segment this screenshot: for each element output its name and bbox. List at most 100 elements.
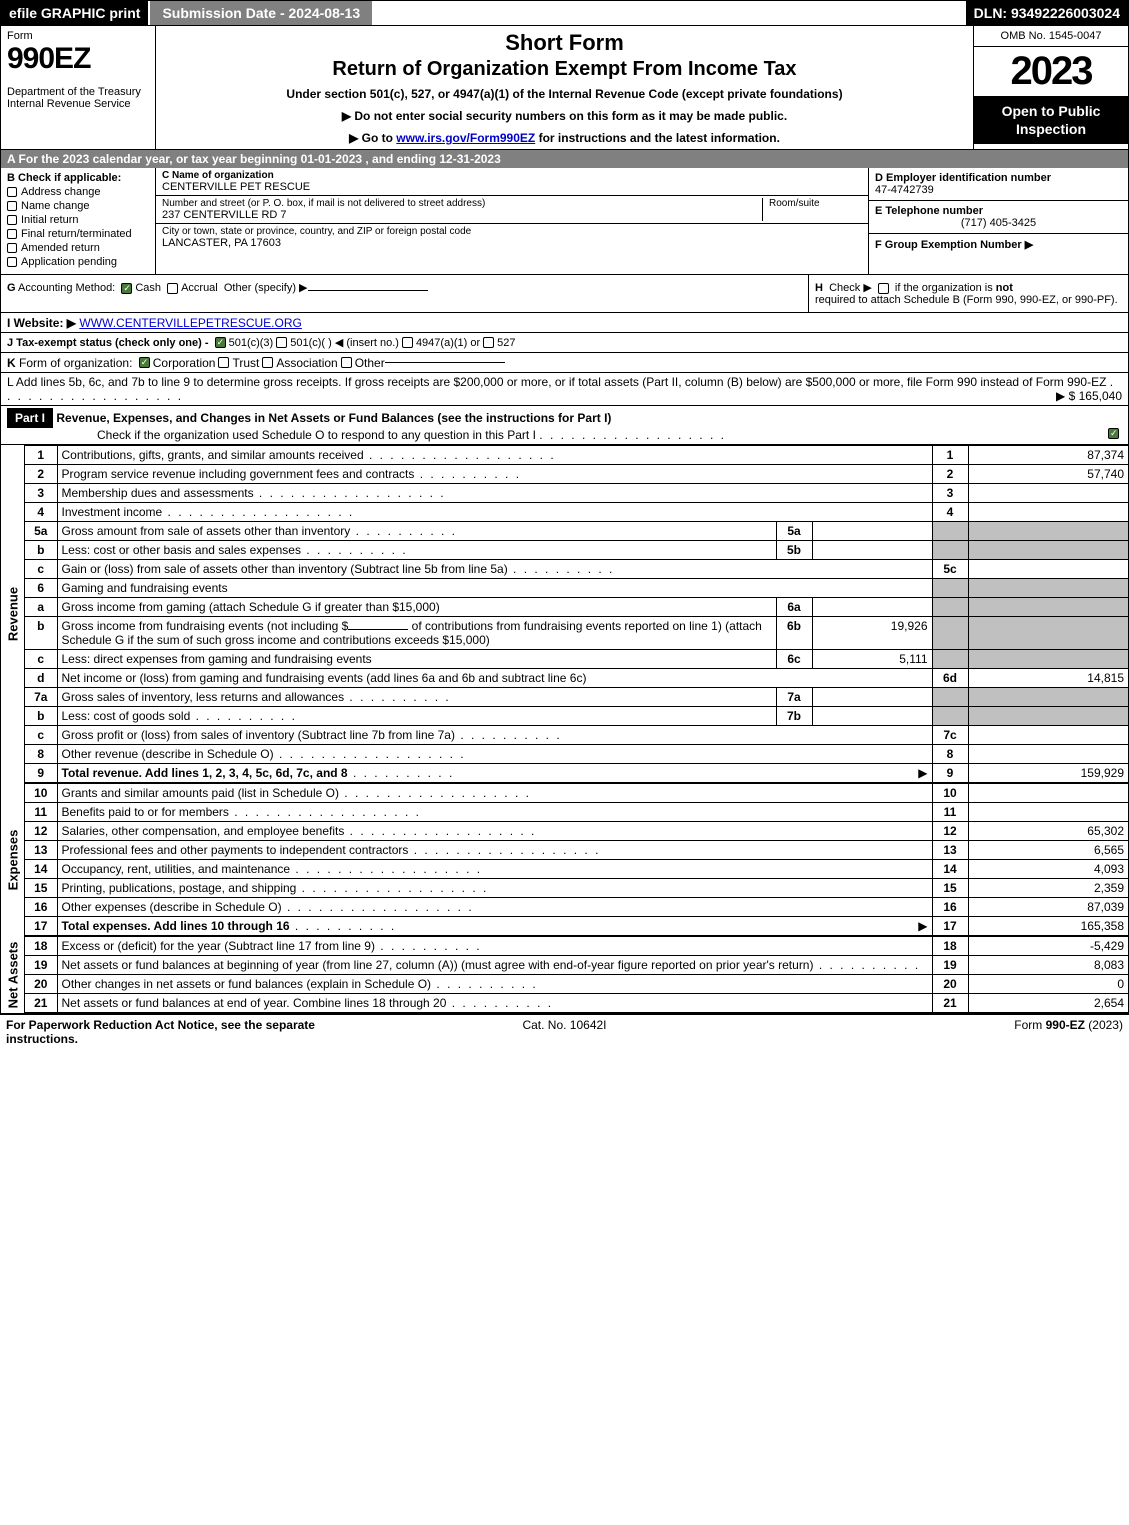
line-4: 4Investment income4 — [25, 503, 1128, 522]
city-state-zip: LANCASTER, PA 17603 — [162, 237, 862, 249]
subtitle: Under section 501(c), 527, or 4947(a)(1)… — [162, 87, 967, 101]
inst2-post: for instructions and the latest informat… — [535, 131, 780, 145]
irs-link[interactable]: www.irs.gov/Form990EZ — [396, 131, 535, 145]
row-g-h: G Accounting Method: Cash Accrual Other … — [1, 275, 1128, 313]
opt-final-return[interactable]: Final return/terminated — [7, 228, 149, 240]
form-header: Form 990EZ Department of the Treasury In… — [1, 26, 1128, 150]
chk-cash[interactable] — [121, 283, 132, 294]
chk-527[interactable] — [483, 337, 494, 348]
l-amount: ▶ $ 165,040 — [1056, 389, 1122, 403]
line-14: 14Occupancy, rent, utilities, and mainte… — [25, 860, 1128, 879]
line-1: 1Contributions, gifts, grants, and simil… — [25, 446, 1128, 465]
open-inspection: Open to Public Inspection — [974, 96, 1128, 144]
chk-schedule-o[interactable] — [1108, 428, 1119, 439]
line-5c: cGain or (loss) from sale of assets othe… — [25, 560, 1128, 579]
city-label: City or town, state or province, country… — [162, 226, 862, 237]
instruction-2: ▶ Go to www.irs.gov/Form990EZ for instru… — [162, 131, 967, 145]
header-mid: Short Form Return of Organization Exempt… — [156, 26, 973, 149]
chk-501c[interactable] — [276, 337, 287, 348]
opt-amended-return[interactable]: Amended return — [7, 242, 149, 254]
row-i: I Website: ▶ WWW.CENTERVILLEPETRESCUE.OR… — [1, 313, 1128, 333]
header-right: OMB No. 1545-0047 2023 Open to Public In… — [973, 26, 1128, 149]
chk-trust[interactable] — [218, 357, 229, 368]
line-11: 11Benefits paid to or for members11 — [25, 803, 1128, 822]
line-17: 17Total expenses. Add lines 10 through 1… — [25, 917, 1128, 936]
chk-501c3[interactable] — [215, 337, 226, 348]
line-15: 15Printing, publications, postage, and s… — [25, 879, 1128, 898]
row-j: J Tax-exempt status (check only one) - 5… — [1, 333, 1128, 353]
submission-date: Submission Date - 2024-08-13 — [148, 1, 372, 25]
inst2-pre: ▶ Go to — [349, 131, 396, 145]
expenses-sidebar: Expenses — [1, 783, 25, 936]
line-7c: cGross profit or (loss) from sales of in… — [25, 726, 1128, 745]
website-link[interactable]: WWW.CENTERVILLEPETRESCUE.ORG — [79, 316, 301, 330]
instruction-1: ▶ Do not enter social security numbers o… — [162, 109, 967, 123]
footer-right: Form 990-EZ (2023) — [751, 1018, 1123, 1046]
org-name-row: C Name of organization CENTERVILLE PET R… — [156, 168, 868, 196]
row-k: K Form of organization: Corporation Trus… — [1, 353, 1128, 373]
g-label: G — [7, 282, 16, 294]
line-8: 8Other revenue (describe in Schedule O)8 — [25, 745, 1128, 764]
box-c: C Name of organization CENTERVILLE PET R… — [156, 168, 868, 274]
line-3: 3Membership dues and assessments3 — [25, 484, 1128, 503]
line-20: 20Other changes in net assets or fund ba… — [25, 975, 1128, 994]
addr-label: Number and street (or P. O. box, if mail… — [162, 198, 762, 209]
line-16: 16Other expenses (describe in Schedule O… — [25, 898, 1128, 917]
street-address: 237 CENTERVILLE RD 7 — [162, 209, 762, 221]
footer-left: For Paperwork Reduction Act Notice, see … — [6, 1018, 378, 1046]
ein-value: 47-4742739 — [875, 184, 1122, 196]
line-5b: bLess: cost or other basis and sales exp… — [25, 541, 1128, 560]
phone-value: (717) 405-3425 — [875, 217, 1122, 229]
chk-other-org[interactable] — [341, 357, 352, 368]
i-label: I Website: ▶ — [7, 316, 76, 330]
top-bar: efile GRAPHIC print Submission Date - 20… — [1, 1, 1128, 26]
opt-name-change[interactable]: Name change — [7, 200, 149, 212]
line-10: 10Grants and similar amounts paid (list … — [25, 784, 1128, 803]
expenses-table: 10Grants and similar amounts paid (list … — [25, 783, 1128, 936]
dln-label: DLN: 93492226003024 — [966, 1, 1128, 25]
phone-cell: E Telephone number (717) 405-3425 — [869, 201, 1128, 234]
expenses-section: Expenses 10Grants and similar amounts pa… — [1, 783, 1128, 936]
group-label: F Group Exemption Number ▶ — [875, 238, 1122, 251]
revenue-section: Revenue 1Contributions, gifts, grants, a… — [1, 445, 1128, 783]
chk-h[interactable] — [878, 283, 889, 294]
opt-application-pending[interactable]: Application pending — [7, 256, 149, 268]
j-text: J Tax-exempt status (check only one) - — [7, 337, 209, 349]
section-a: A For the 2023 calendar year, or tax yea… — [1, 150, 1128, 168]
net-assets-section: Net Assets 18Excess or (deficit) for the… — [1, 936, 1128, 1013]
org-name-label: C Name of organization — [162, 170, 862, 181]
line-2: 2Program service revenue including gover… — [25, 465, 1128, 484]
chk-assoc[interactable] — [262, 357, 273, 368]
part-1-sub: Check if the organization used Schedule … — [7, 428, 536, 442]
line-12: 12Salaries, other compensation, and empl… — [25, 822, 1128, 841]
line-13: 13Professional fees and other payments t… — [25, 841, 1128, 860]
box-b: B Check if applicable: Address change Na… — [1, 168, 156, 274]
opt-initial-return[interactable]: Initial return — [7, 214, 149, 226]
line-7b: bLess: cost of goods sold7b — [25, 707, 1128, 726]
chk-corp[interactable] — [139, 357, 150, 368]
entity-box: B Check if applicable: Address change Na… — [1, 168, 1128, 275]
tax-year: 2023 — [974, 47, 1128, 96]
chk-4947[interactable] — [402, 337, 413, 348]
ein-cell: D Employer identification number 47-4742… — [869, 168, 1128, 201]
org-name: CENTERVILLE PET RESCUE — [162, 181, 862, 193]
box-d-e-f: D Employer identification number 47-4742… — [868, 168, 1128, 274]
k-label: K — [7, 356, 16, 370]
line-6c: cLess: direct expenses from gaming and f… — [25, 650, 1128, 669]
line-19: 19Net assets or fund balances at beginni… — [25, 956, 1128, 975]
part-1-header: Part I Revenue, Expenses, and Changes in… — [1, 406, 1128, 445]
efile-label: efile GRAPHIC print — [1, 1, 148, 25]
title-1: Short Form — [162, 30, 967, 56]
phone-label: E Telephone number — [875, 205, 1122, 217]
line-21: 21Net assets or fund balances at end of … — [25, 994, 1128, 1013]
opt-address-change[interactable]: Address change — [7, 186, 149, 198]
part-1-bar: Part I — [7, 408, 53, 428]
city-row: City or town, state or province, country… — [156, 224, 868, 251]
form-word: Form — [7, 30, 149, 42]
chk-accrual[interactable] — [167, 283, 178, 294]
department: Department of the Treasury Internal Reve… — [7, 86, 149, 110]
group-cell: F Group Exemption Number ▶ — [869, 234, 1128, 274]
box-b-title: B Check if applicable: — [7, 172, 149, 184]
line-7a: 7aGross sales of inventory, less returns… — [25, 688, 1128, 707]
l-text: L Add lines 5b, 6c, and 7b to line 9 to … — [7, 375, 1106, 389]
